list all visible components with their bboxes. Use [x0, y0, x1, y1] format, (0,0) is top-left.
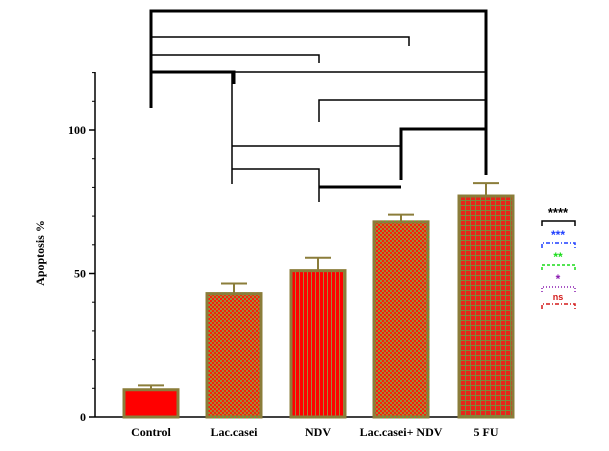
- y-axis-title: Apoptosis %: [33, 220, 47, 286]
- x-tick-label: Lac.casei: [211, 425, 259, 439]
- x-tick-label: Control: [131, 425, 171, 439]
- significance-bracket: [541, 220, 576, 226]
- significance-bracket: [541, 303, 576, 309]
- error-bars: [138, 182, 499, 390]
- y-tick-label: 50: [74, 267, 86, 281]
- bar: [289, 269, 347, 419]
- significance-legend: **********ns: [541, 205, 576, 309]
- x-tick-label: 5 FU: [474, 425, 499, 439]
- significance-label: **: [553, 250, 563, 264]
- significance-bracket: [541, 242, 576, 248]
- significance-bracket: [541, 286, 576, 292]
- significance-label: *: [556, 272, 561, 286]
- significance-label: ****: [548, 205, 569, 220]
- bar: [457, 194, 515, 419]
- significance-brackets: [149, 9, 488, 202]
- y-tick-label: 100: [68, 123, 86, 137]
- bar: [372, 220, 430, 419]
- y-axis: 0 50 100 Apoptosis %: [33, 72, 96, 424]
- x-tick-label: Lac.casei+ NDV: [360, 425, 443, 439]
- significance-bracket: [541, 264, 576, 270]
- bars: [122, 194, 515, 419]
- x-tick-label: NDV: [305, 425, 331, 439]
- bar: [205, 292, 263, 419]
- y-tick-label: 0: [80, 410, 86, 424]
- x-tick-labels: Control Lac.casei NDV Lac.casei+ NDV 5 FU: [131, 425, 499, 439]
- significance-label: ***: [551, 228, 565, 242]
- significance-label: ns: [553, 292, 564, 302]
- bar: [122, 388, 180, 419]
